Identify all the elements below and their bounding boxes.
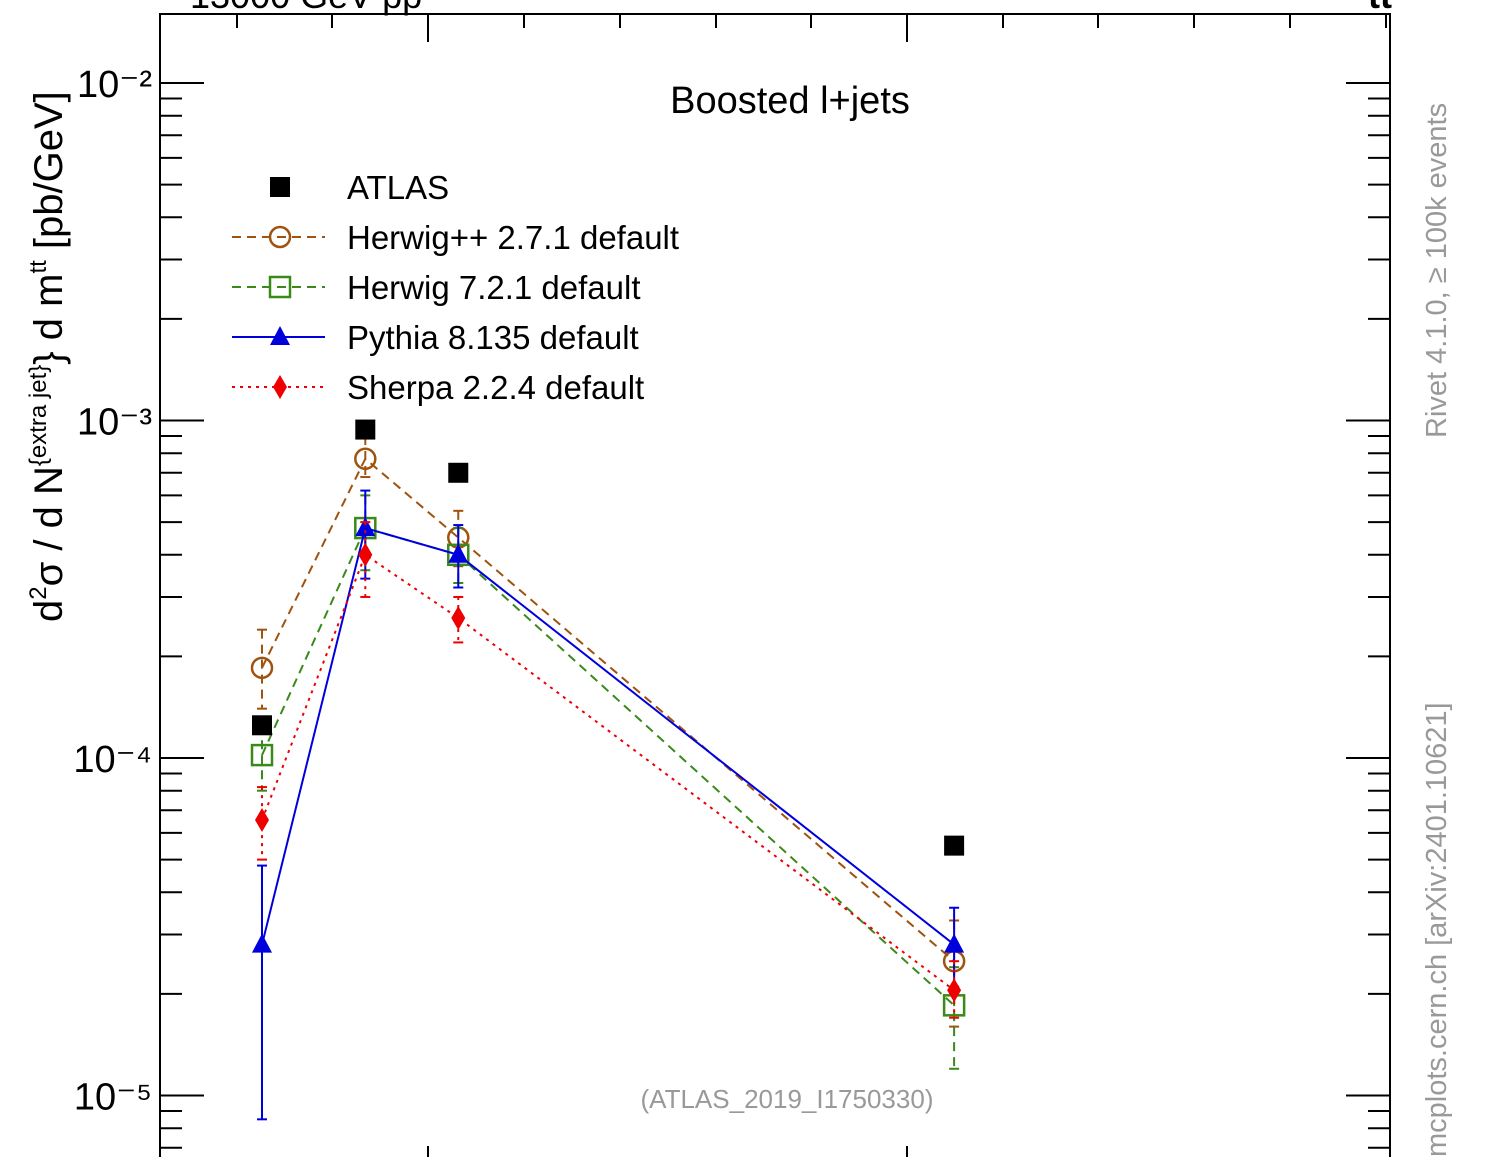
legend-entry: ATLAS [270, 169, 449, 206]
y-tick-label: 10⁻⁵ [74, 1077, 152, 1119]
legend-entry: Herwig 7.2.1 default [232, 269, 641, 306]
series-herwig-7-2-1-default [250, 494, 966, 1070]
y-tick-label: 10⁻³ [77, 402, 152, 444]
series-line [261, 526, 955, 946]
data-point [252, 715, 272, 736]
data-point [250, 656, 274, 680]
y-tick-label: 10⁻⁴ [73, 739, 152, 781]
data-point [250, 743, 274, 767]
series-line [261, 553, 955, 992]
data-point [944, 835, 965, 856]
series-pythia-8-135-default [252, 489, 965, 1121]
series-atlas [252, 419, 965, 856]
analysis-label: (ATLAS_2019_I1750330) [641, 1084, 934, 1114]
data-point [252, 933, 272, 953]
series-layer [250, 419, 966, 1121]
y-tick-labels: 10⁻⁵ 10⁻⁴ 10⁻³ 10⁻² [73, 64, 152, 1119]
data-point [354, 447, 377, 471]
legend-entry: Sherpa 2.2.4 default [232, 369, 644, 406]
data-point [355, 419, 376, 440]
plot-frame [159, 13, 1391, 1157]
y-tick-label: 10⁻² [77, 64, 152, 106]
data-point [448, 462, 469, 483]
legend-label: Herwig 7.2.1 default [347, 269, 641, 306]
legend: ATLAS Herwig++ 2.7.1 default Herwig 7.2.1 … [232, 169, 679, 406]
header-energy-label: 13000 GeV pp [190, 0, 422, 16]
chart-title: Boosted l+jets [670, 80, 910, 122]
legend-marker [273, 375, 287, 399]
mcplots-source-label: mcplots.cern.ch [arXiv:2401.10621] [1421, 702, 1453, 1157]
axis-ticks [160, 14, 1390, 1157]
legend-label: Pythia 8.135 default [347, 319, 639, 356]
data-point [451, 605, 466, 630]
header-process-label: tt [1368, 0, 1392, 16]
legend-marker [270, 326, 290, 345]
series-sherpa-2-2-4-default [255, 521, 962, 1019]
legend-label: Herwig++ 2.7.1 default [347, 219, 679, 256]
legend-label: Sherpa 2.2.4 default [347, 369, 644, 406]
legend-entry: Herwig++ 2.7.1 default [232, 219, 679, 256]
legend-entry: Pythia 8.135 default [232, 319, 639, 356]
data-point [448, 543, 469, 563]
data-point [355, 517, 376, 537]
data-point [358, 542, 373, 567]
data-point [947, 978, 962, 1003]
series-line [261, 526, 955, 1007]
legend-marker [268, 225, 292, 249]
rivet-version-label: Rivet 4.1.0, ≥ 100k events [1421, 103, 1453, 438]
legend-label: ATLAS [347, 169, 449, 206]
data-point [255, 808, 269, 833]
legend-marker [270, 177, 290, 197]
data-point [944, 933, 965, 953]
legend-marker [268, 275, 292, 299]
y-axis-label: d2σ / d N{extra jet}} d mtt [pb/GeV] [25, 91, 71, 622]
